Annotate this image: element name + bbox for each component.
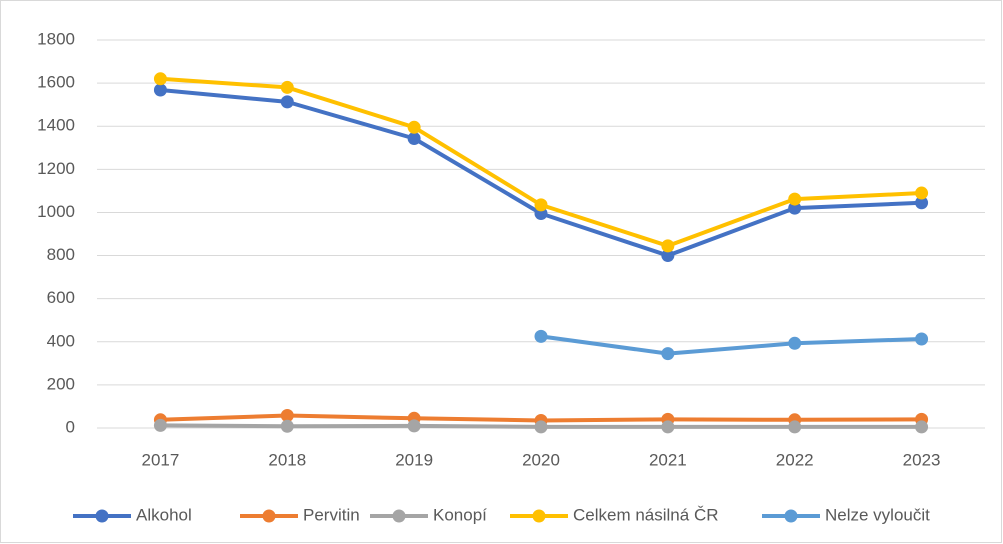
- data-point: [788, 336, 802, 350]
- x-tick-label: 2018: [268, 450, 306, 469]
- y-tick-label: 600: [47, 288, 75, 307]
- legend-marker: [532, 509, 546, 523]
- legend-label: Konopí: [433, 505, 487, 524]
- x-tick-label: 2020: [522, 450, 560, 469]
- data-point: [661, 347, 675, 361]
- data-point: [280, 80, 294, 94]
- data-point: [534, 198, 548, 212]
- data-point: [280, 408, 294, 422]
- legend-marker: [784, 509, 798, 523]
- x-tick-label: 2022: [776, 450, 814, 469]
- y-tick-label: 800: [47, 245, 75, 264]
- data-point: [280, 95, 294, 109]
- data-point: [915, 186, 929, 200]
- y-tick-label: 1800: [37, 29, 75, 48]
- data-point: [153, 72, 167, 86]
- series-line: [539, 334, 924, 356]
- x-tick-label: 2017: [142, 450, 180, 469]
- data-point: [153, 83, 167, 97]
- legend-label: Pervitin: [303, 505, 360, 524]
- data-point: [407, 120, 421, 134]
- data-point: [534, 329, 548, 343]
- x-tick-label: 2019: [395, 450, 433, 469]
- y-tick-label: 1600: [37, 73, 75, 92]
- x-tick-label: 2021: [649, 450, 687, 469]
- y-tick-label: 1000: [37, 202, 75, 221]
- x-tick-label: 2023: [903, 450, 941, 469]
- legend-marker: [262, 509, 276, 523]
- y-tick-label: 1200: [37, 159, 75, 178]
- data-point: [788, 420, 802, 434]
- data-point: [407, 419, 421, 433]
- legend-marker: [392, 509, 406, 523]
- data-point: [661, 239, 675, 253]
- legend-marker: [95, 509, 109, 523]
- data-point: [407, 132, 421, 146]
- data-point: [788, 201, 802, 215]
- data-point: [915, 196, 929, 210]
- data-point: [915, 332, 929, 346]
- y-tick-label: 0: [66, 417, 75, 436]
- legend-label: Nelze vyloučit: [825, 505, 930, 524]
- data-point: [661, 249, 675, 263]
- legend-label: Alkohol: [136, 505, 192, 524]
- legend-label: Celkem násilná ČR: [573, 505, 719, 524]
- y-tick-label: 1400: [37, 116, 75, 135]
- data-point: [788, 192, 802, 206]
- data-point: [153, 418, 167, 432]
- data-point: [915, 420, 929, 434]
- data-point: [661, 420, 675, 434]
- y-tick-label: 400: [47, 331, 75, 350]
- y-tick-label: 200: [47, 374, 75, 393]
- data-point: [534, 420, 548, 434]
- data-point: [280, 419, 294, 433]
